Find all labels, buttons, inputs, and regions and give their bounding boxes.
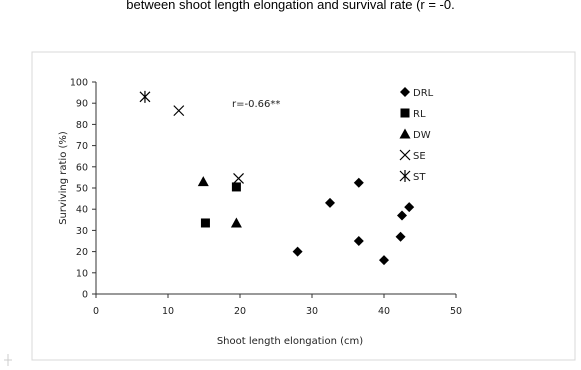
legend-label-drl: DRL bbox=[413, 88, 434, 99]
chart-marks bbox=[139, 90, 415, 266]
y-tick-label: 80 bbox=[76, 120, 88, 131]
legend-marker-drl bbox=[400, 87, 410, 97]
x-axis-title: Shoot length elongation (cm) bbox=[217, 336, 363, 347]
point-se bbox=[173, 105, 185, 117]
y-tick-label: 60 bbox=[76, 162, 88, 173]
point-dw bbox=[197, 176, 209, 187]
x-tick-label: 20 bbox=[234, 306, 246, 317]
y-tick-label: 0 bbox=[82, 290, 88, 301]
point-rl bbox=[200, 218, 210, 228]
chart-axes: 0 10 20 30 40 50 60 70 80 90 100 0 10 20 30 40 50 bbox=[70, 78, 462, 318]
corner-mark bbox=[4, 354, 12, 366]
point-drl bbox=[292, 246, 303, 257]
point-drl bbox=[353, 236, 364, 246]
y-tick-label: 40 bbox=[76, 205, 88, 216]
point-drl bbox=[379, 255, 389, 266]
point-drl bbox=[397, 210, 407, 221]
y-tick-label: 70 bbox=[76, 141, 88, 152]
point-se bbox=[233, 173, 244, 184]
point-drl bbox=[325, 197, 335, 208]
chart-legend: DRL RL DW SE ST bbox=[399, 87, 434, 183]
y-tick-label: 90 bbox=[76, 99, 88, 110]
chart-labels: Shoot length elongation (cm) Surviving ra… bbox=[58, 99, 363, 347]
y-tick-label: 50 bbox=[76, 184, 88, 195]
chart-frame bbox=[4, 51, 576, 366]
x-tick-label: 50 bbox=[450, 306, 462, 317]
point-drl bbox=[395, 231, 406, 242]
y-tick-label: 10 bbox=[76, 268, 88, 279]
figure-caption: between shoot length elongation and surv… bbox=[126, 0, 455, 12]
y-tick-label: 100 bbox=[70, 78, 88, 89]
y-axis-title: Surviving ratio (%) bbox=[58, 131, 69, 225]
legend-marker-rl bbox=[400, 108, 410, 118]
y-tick-label: 30 bbox=[76, 226, 88, 237]
x-tick-label: 10 bbox=[162, 306, 174, 317]
point-drl bbox=[404, 202, 415, 213]
legend-label-dw: DW bbox=[413, 130, 431, 141]
legend-marker-se bbox=[399, 149, 411, 161]
point-drl bbox=[353, 177, 364, 188]
x-tick-label: 40 bbox=[378, 306, 390, 317]
chart-area-border bbox=[31, 51, 576, 361]
legend-label-rl: RL bbox=[413, 109, 426, 120]
legend-label-st: ST bbox=[413, 172, 426, 183]
point-st bbox=[139, 90, 151, 103]
y-tick-label: 20 bbox=[76, 247, 88, 258]
legend-label-se: SE bbox=[413, 151, 426, 162]
point-dw bbox=[230, 217, 242, 228]
x-tick-label: 30 bbox=[306, 306, 318, 317]
correlation-annotation: r=-0.66** bbox=[232, 99, 280, 110]
legend-marker-st bbox=[399, 170, 411, 182]
legend-marker-dw bbox=[399, 128, 411, 139]
x-tick-label: 0 bbox=[93, 306, 99, 317]
point-rl bbox=[231, 182, 241, 192]
